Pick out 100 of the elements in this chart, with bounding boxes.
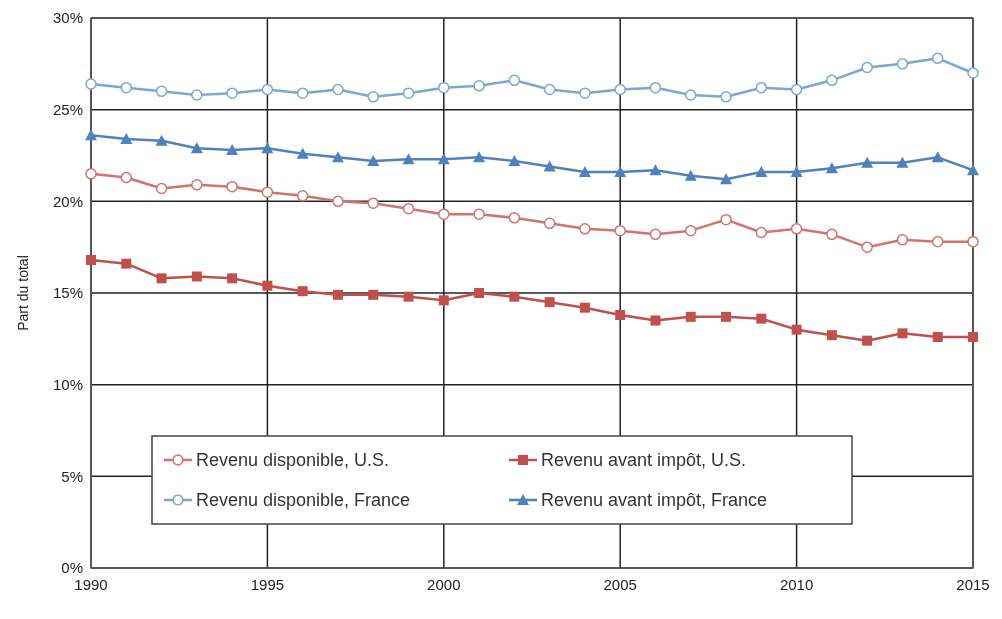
y-tick-label: 20% — [52, 192, 83, 210]
point — [508, 155, 521, 166]
point — [861, 61, 873, 74]
x-tick-label: 1995 — [250, 576, 285, 593]
point — [438, 208, 450, 220]
point — [261, 83, 274, 96]
point — [968, 332, 978, 342]
point — [543, 217, 556, 230]
point — [155, 85, 168, 98]
point — [509, 291, 520, 302]
point — [791, 324, 802, 335]
point — [684, 169, 697, 181]
point — [402, 87, 415, 99]
point — [191, 179, 203, 191]
point — [932, 332, 943, 342]
point — [755, 226, 768, 239]
point — [121, 258, 132, 269]
legend-label: Revenu avant impôt, France — [541, 490, 768, 511]
point — [403, 291, 414, 302]
legend-label: Revenu disponible, France — [196, 490, 411, 511]
point — [86, 255, 96, 265]
point — [473, 80, 485, 92]
x-tick-label: 2005 — [603, 576, 637, 593]
point — [755, 166, 768, 177]
point — [543, 160, 556, 172]
point — [967, 164, 979, 176]
point — [402, 202, 415, 215]
point — [227, 273, 238, 284]
point — [331, 151, 344, 163]
point — [296, 87, 309, 99]
x-tick-label: 1990 — [74, 576, 108, 593]
point — [155, 182, 168, 195]
point — [825, 162, 838, 174]
legend-label: Revenu avant impôt, U.S. — [541, 450, 747, 471]
point — [649, 164, 662, 176]
point — [85, 78, 97, 90]
point — [861, 241, 873, 253]
y-tick-label: 30% — [52, 9, 83, 27]
point — [790, 83, 803, 96]
point — [931, 52, 944, 65]
point — [191, 89, 203, 101]
point — [579, 87, 591, 99]
point — [332, 83, 344, 96]
point — [826, 74, 838, 87]
point — [826, 228, 838, 241]
x-tick-label: 2015 — [956, 576, 990, 593]
point — [296, 190, 309, 202]
point — [226, 87, 238, 99]
y-tick-label: 25% — [52, 100, 83, 118]
point — [473, 151, 486, 163]
point — [720, 91, 732, 103]
point — [720, 173, 733, 185]
point — [508, 212, 521, 224]
point — [402, 153, 415, 165]
point — [897, 328, 908, 339]
point — [721, 311, 732, 322]
point — [438, 81, 450, 94]
point — [120, 133, 133, 144]
y-tick-label: 0% — [61, 559, 83, 577]
point — [367, 197, 379, 209]
point — [191, 271, 202, 282]
point — [826, 330, 837, 341]
y-axis-title: Part du total — [15, 255, 31, 331]
point — [790, 223, 803, 235]
point — [438, 295, 449, 306]
point — [896, 156, 909, 168]
point — [367, 155, 380, 166]
point — [367, 91, 379, 103]
point — [261, 186, 274, 198]
point — [579, 223, 591, 235]
y-tick-label: 10% — [52, 375, 83, 393]
point — [931, 151, 944, 163]
point — [614, 224, 626, 237]
legend-label: Revenu disponible, U.S. — [196, 450, 390, 471]
point — [297, 286, 308, 297]
point — [437, 153, 450, 165]
point — [756, 313, 767, 324]
point — [120, 81, 133, 94]
x-tick-label: 2010 — [779, 576, 814, 593]
point — [85, 129, 97, 141]
point — [967, 235, 979, 248]
point — [226, 180, 238, 193]
point — [155, 134, 168, 146]
point — [332, 289, 343, 300]
point — [473, 208, 485, 220]
point — [931, 235, 944, 248]
point — [862, 335, 873, 346]
point — [650, 315, 661, 326]
x-tick-label: 2000 — [427, 576, 461, 593]
point — [615, 310, 626, 320]
point — [685, 89, 697, 101]
point — [156, 273, 167, 284]
point — [967, 67, 979, 79]
y-tick-label: 15% — [52, 284, 83, 302]
point — [896, 58, 909, 70]
point — [685, 224, 697, 237]
point — [474, 288, 485, 298]
point — [578, 166, 591, 177]
point — [790, 166, 803, 177]
point — [190, 142, 203, 154]
